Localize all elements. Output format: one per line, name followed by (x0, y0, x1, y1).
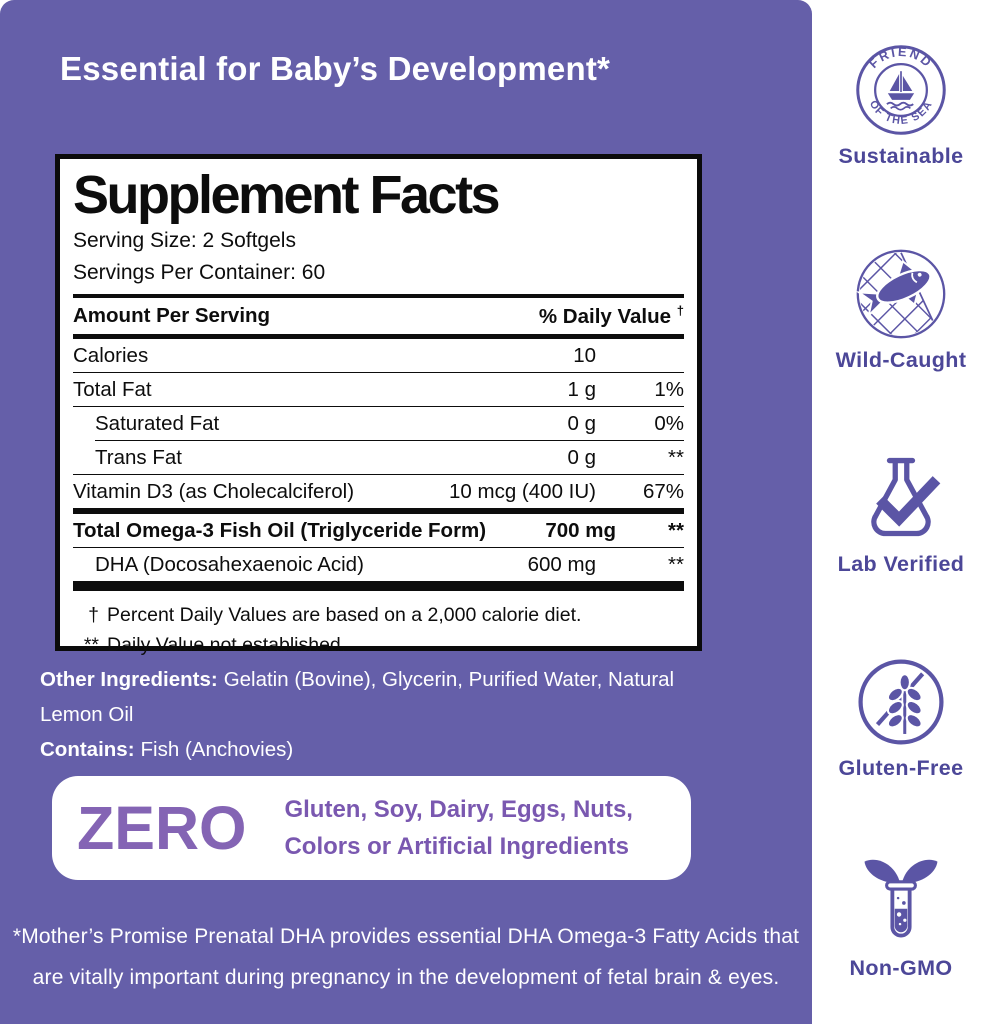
divider (73, 581, 684, 592)
footnote-disclaimer: *Mother’s Promise Prenatal DHA provides … (12, 925, 800, 989)
table-row: Vitamin D3 (as Cholecalciferol) 10 mcg (… (73, 479, 684, 503)
badge-sustainable: FRIEND OF THE SEA Sustainable (812, 42, 990, 169)
ingredients-block: Other Ingredients: Gelatin (Bovine), Glyc… (40, 662, 740, 767)
zero-claims-text: Gluten, Soy, Dairy, Eggs, Nuts, Colors o… (284, 796, 633, 860)
friend-of-the-sea-badge-icon: FRIEND OF THE SEA (812, 42, 990, 138)
table-row: Saturated Fat 0 g 0% (95, 411, 684, 435)
zero-word: ZERO (77, 793, 247, 862)
divider (73, 372, 684, 374)
table-row: Calories 10 (73, 343, 596, 367)
col-daily-value: % Daily Value † (538, 302, 684, 328)
divider (95, 440, 684, 442)
serving-size: Serving Size: 2 Softgels (73, 229, 296, 252)
badge-non-gmo: Non-GMO (812, 854, 990, 981)
badge-label: Wild-Caught (835, 348, 967, 372)
supplement-facts-title: Supplement Facts (73, 165, 501, 225)
footnote-not-established: ** Daily Value not established. (83, 634, 347, 657)
svg-text:FRIEND: FRIEND (866, 45, 935, 71)
page-title: Essential for Baby’s Development* (60, 50, 611, 87)
table-row: Total Omega-3 Fish Oil (Triglyceride For… (73, 518, 684, 542)
badge-wild-caught: Wild-Caught (812, 246, 990, 373)
other-ingredients-line: Other Ingredients: Gelatin (Bovine), Glyc… (40, 668, 675, 726)
main-panel: Essential for Baby’s Development* Supple… (0, 0, 812, 1024)
divider (73, 474, 684, 476)
badge-gluten-free: Gluten-Free (812, 654, 990, 781)
badge-label: Non-GMO (849, 956, 953, 980)
fish-net-icon (812, 246, 990, 342)
divider (73, 294, 684, 298)
badge-lab-verified: Lab Verified (812, 450, 990, 577)
flask-check-icon (812, 450, 990, 546)
divider (73, 406, 684, 408)
wheat-slash-icon (812, 654, 990, 750)
divider (73, 547, 684, 549)
table-row: Trans Fat 0 g ** (95, 445, 684, 469)
badge-label: Lab Verified (837, 552, 965, 576)
zero-claims-badge: ZERO Gluten, Soy, Dairy, Eggs, Nuts, Col… (52, 776, 691, 880)
divider (73, 334, 684, 340)
test-tube-leaf-icon (812, 854, 990, 950)
contains-line: Contains: Fish (Anchovies) (40, 738, 294, 761)
col-amount-per-serving: Amount Per Serving (73, 304, 271, 328)
table-row: DHA (Docosahexaenoic Acid) 600 mg ** (95, 552, 684, 576)
footnote-daily-value: † Percent Daily Values are based on a 2,… (88, 604, 582, 627)
supplement-facts-panel: Supplement Facts Serving Size: 2 Softgel… (55, 154, 702, 656)
table-row: Total Fat 1 g 1% (73, 377, 684, 401)
servings-per-container: Servings Per Container: 60 (73, 261, 326, 284)
badge-label: Gluten-Free (838, 756, 964, 780)
footnotes: † Percent Daily Values are based on a 2,… (73, 591, 684, 660)
badge-label: Sustainable (838, 144, 964, 168)
table-header: Amount Per Serving % Daily Value † (73, 298, 684, 335)
divider (73, 508, 684, 515)
